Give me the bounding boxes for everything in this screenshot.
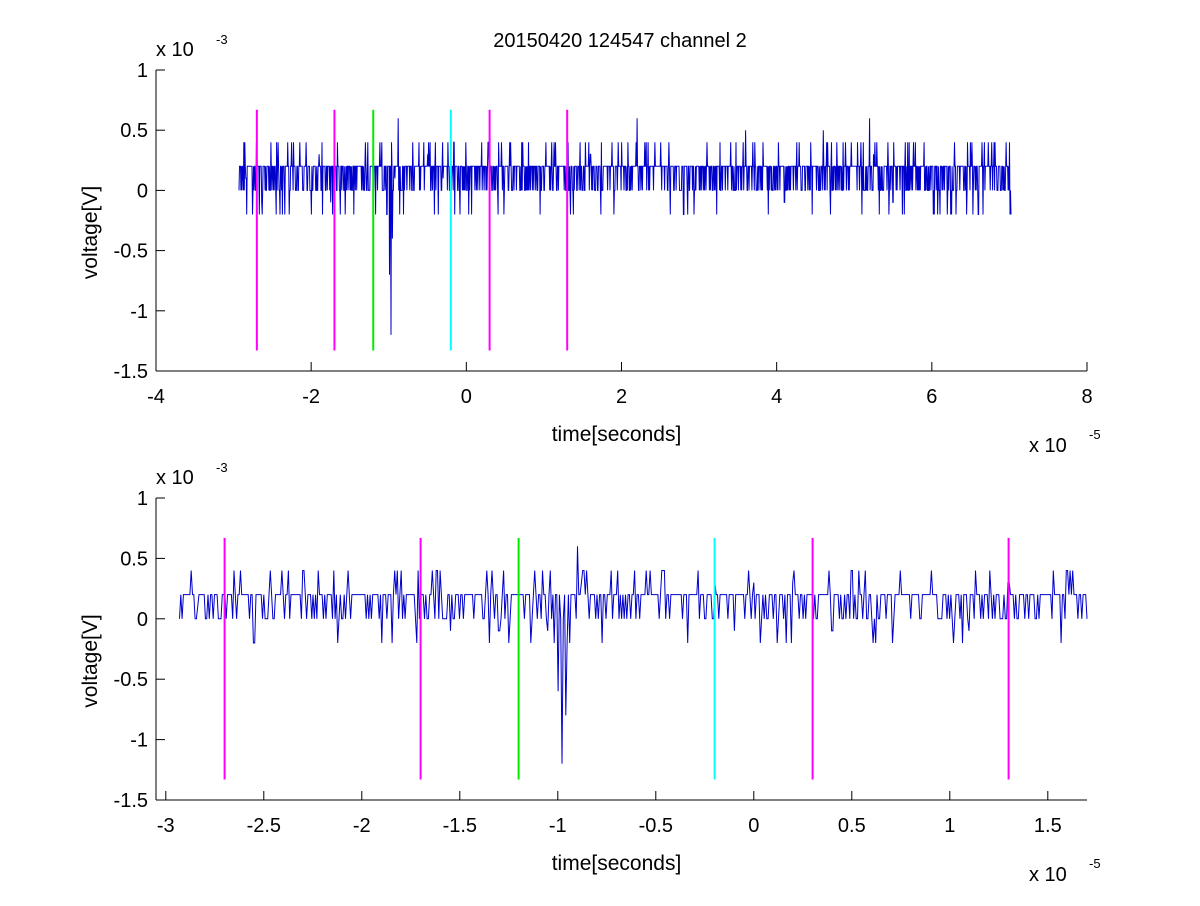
y-tick-label: 0 bbox=[137, 180, 148, 202]
y-exponent-base: x 10 bbox=[156, 39, 194, 61]
x-exponent-base: x 10 bbox=[1029, 435, 1067, 457]
x-exponent-power: -5 bbox=[1089, 856, 1101, 871]
x-tick-label: 4 bbox=[771, 386, 782, 408]
x-tick-label: 2 bbox=[616, 386, 627, 408]
x-tick-label: 0 bbox=[461, 386, 472, 408]
y-tick-label: 1 bbox=[137, 60, 148, 82]
y-tick-label: -1.5 bbox=[114, 790, 148, 812]
figure-title: 20150420 124547 channel 2 bbox=[493, 30, 747, 52]
signal-trace bbox=[179, 546, 1088, 764]
x-exponent-base: x 10 bbox=[1029, 864, 1067, 886]
x-tick-label: -0.5 bbox=[639, 815, 673, 837]
y-exponent-power: -3 bbox=[216, 32, 228, 47]
signal-trace bbox=[238, 118, 1012, 335]
x-tick-label: 1.5 bbox=[1034, 815, 1062, 837]
y-tick-label: -1 bbox=[130, 730, 148, 752]
x-tick-label: -2 bbox=[302, 386, 320, 408]
x-tick-label: -4 bbox=[147, 386, 165, 408]
x-tick-label: 0 bbox=[748, 815, 759, 837]
x-tick-label: -2.5 bbox=[247, 815, 281, 837]
x-tick-label: -1.5 bbox=[443, 815, 477, 837]
x-axis-label: time[seconds] bbox=[552, 852, 682, 875]
y-tick-label: -1.5 bbox=[114, 361, 148, 383]
y-tick-label: 0 bbox=[137, 609, 148, 631]
y-tick-label: -0.5 bbox=[114, 241, 148, 263]
x-tick-label: 8 bbox=[1081, 386, 1092, 408]
y-axis-label: voltage[V] bbox=[79, 186, 102, 279]
x-tick-label: 1 bbox=[944, 815, 955, 837]
y-axis-label: voltage[V] bbox=[79, 614, 102, 707]
x-tick-label: -2 bbox=[353, 815, 371, 837]
x-tick-label: 0.5 bbox=[838, 815, 866, 837]
y-exponent-base: x 10 bbox=[156, 467, 194, 489]
x-axis-label: time[seconds] bbox=[552, 423, 682, 446]
x-tick-label: 6 bbox=[926, 386, 937, 408]
x-tick-label: -3 bbox=[157, 815, 175, 837]
y-tick-label: -1 bbox=[130, 301, 148, 323]
y-exponent-power: -3 bbox=[216, 460, 228, 475]
y-tick-label: -0.5 bbox=[114, 669, 148, 691]
y-tick-label: 0.5 bbox=[120, 120, 148, 142]
y-tick-label: 0.5 bbox=[120, 548, 148, 570]
top-axes: -1.5 -1 -0.5 0 0.5 1 -4 -2 0 2 4 6 8 time[seconds] vol… bbox=[79, 32, 1101, 457]
x-tick-label: -1 bbox=[549, 815, 567, 837]
x-exponent-power: -5 bbox=[1089, 427, 1101, 442]
y-tick-label: 1 bbox=[137, 488, 148, 510]
bottom-axes: -1.5 -1 -0.5 0 0.5 1 -3 -2.5 -2 -1.5 -1 -0.5 0 0.5 1 1.… bbox=[79, 460, 1101, 886]
